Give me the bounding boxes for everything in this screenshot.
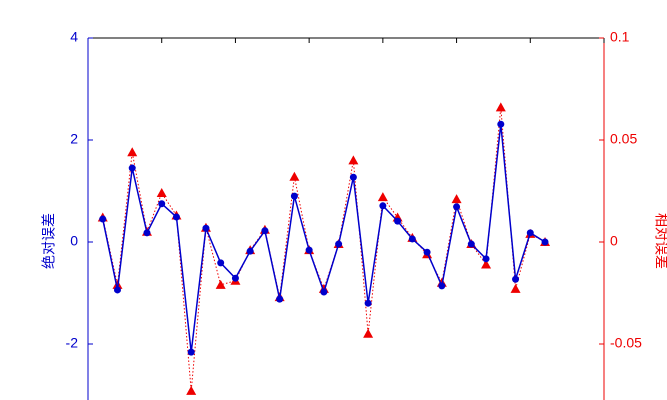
series-line — [102, 124, 546, 353]
point — [127, 147, 138, 157]
y-tick-label: 2 — [70, 131, 78, 147]
point — [128, 164, 136, 172]
point — [276, 295, 284, 303]
point — [156, 188, 167, 198]
point — [451, 194, 462, 204]
point — [143, 229, 151, 237]
point — [497, 120, 505, 128]
point — [438, 282, 446, 290]
point — [261, 227, 269, 235]
point — [335, 240, 343, 248]
point — [158, 200, 166, 208]
point — [510, 283, 521, 293]
y-axis-label: 绝对误差 — [41, 213, 57, 269]
point — [467, 240, 475, 248]
point — [379, 202, 387, 210]
y2-axis-label: 相对误差 — [653, 213, 667, 269]
y2-tick-label: 0 — [610, 233, 618, 249]
point — [99, 215, 107, 223]
point — [481, 259, 492, 269]
point — [394, 217, 402, 225]
y-tick-label: 4 — [70, 29, 78, 45]
point — [423, 248, 431, 256]
point — [363, 328, 374, 338]
point — [215, 279, 226, 289]
point — [453, 203, 461, 211]
point — [172, 213, 180, 221]
point — [186, 385, 197, 395]
y-tick-label: 0 — [70, 233, 78, 249]
point — [512, 275, 520, 283]
point — [364, 299, 372, 307]
point — [202, 224, 210, 232]
y-tick-label: -2 — [66, 335, 79, 351]
point — [349, 173, 357, 181]
point — [217, 259, 225, 267]
point — [290, 192, 298, 200]
point — [113, 286, 121, 294]
y2-tick-label: 0.05 — [610, 131, 637, 147]
point — [495, 102, 506, 112]
point — [246, 247, 254, 255]
point — [231, 274, 239, 282]
point — [526, 229, 534, 237]
point — [348, 155, 359, 165]
point — [187, 348, 195, 356]
point — [482, 255, 490, 263]
y2-tick-label: -0.05 — [610, 335, 642, 351]
point — [320, 288, 328, 296]
point — [305, 246, 313, 254]
point — [289, 171, 300, 181]
point — [541, 238, 549, 246]
point — [377, 192, 388, 202]
point — [408, 235, 416, 243]
series-line — [102, 107, 546, 391]
y2-tick-label: 0.1 — [610, 29, 630, 45]
